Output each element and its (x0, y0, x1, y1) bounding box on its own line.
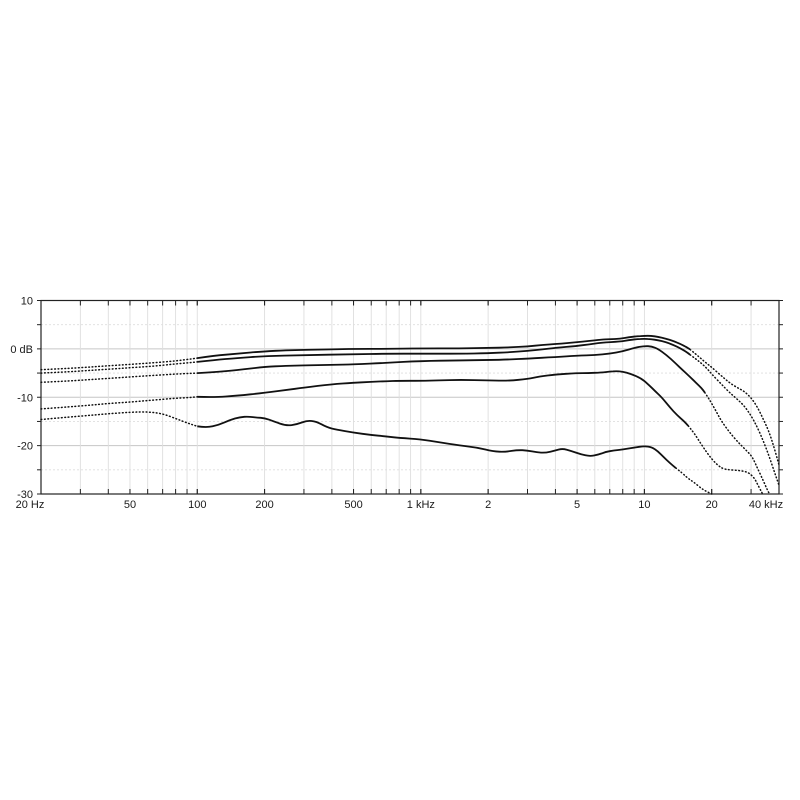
x-axis-label: 50 (124, 499, 136, 511)
x-axis-label: 200 (255, 499, 273, 511)
x-axis-label: 100 (188, 499, 206, 511)
curve-5-lf-dotted (40, 411, 199, 428)
curve-5-solid (197, 415, 677, 469)
curve-3-hf-dotted (703, 391, 771, 495)
curve-1-solid (197, 334, 691, 359)
curve-2-lf-dotted (40, 361, 199, 374)
x-axis-label: 500 (344, 499, 362, 511)
curve-4-hf-dotted (687, 425, 764, 495)
x-axis-label: 5 (574, 499, 580, 511)
x-axis-label: 20 (706, 499, 718, 511)
curve-5-hf-dotted (674, 467, 713, 495)
x-axis-label: 2 (485, 499, 491, 511)
curve-1-lf-dotted (40, 357, 199, 371)
curve-3-solid (197, 345, 706, 393)
curve-3-lf-dotted (40, 372, 199, 384)
curve-4-solid (197, 370, 689, 427)
curve-2-solid (197, 337, 691, 363)
x-axis-label: 10 (638, 499, 650, 511)
y-axis-label: -30 (17, 489, 33, 501)
curve-1-hf-dotted (689, 348, 780, 466)
y-axis-label: -10 (17, 392, 33, 404)
x-axis-label: 1 kHz (407, 499, 435, 511)
curve-4-lf-dotted (40, 396, 199, 410)
x-axis-label: 20 Hz (16, 499, 45, 511)
y-axis-label: -20 (17, 441, 33, 453)
y-axis-label: 0 dB (10, 344, 33, 356)
x-axis-label: 40 kHz (749, 499, 783, 511)
curve-2-hf-dotted (689, 353, 780, 487)
y-axis-label: 10 (21, 296, 33, 308)
